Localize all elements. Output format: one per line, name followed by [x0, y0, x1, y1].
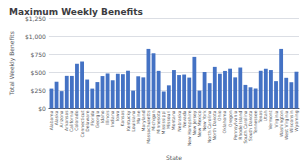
svg-text:Massachusetts: Massachusetts: [145, 110, 151, 144]
svg-text:California: California: [69, 110, 75, 132]
svg-text:Arkansas: Arkansas: [64, 110, 70, 131]
svg-text:Nebraska: Nebraska: [176, 110, 182, 132]
svg-text:South Carolina: South Carolina: [242, 110, 248, 144]
svg-text:Georgia: Georgia: [94, 110, 100, 129]
svg-text:Virginia: Virginia: [273, 110, 279, 128]
svg-text:$0: $0: [38, 105, 46, 112]
svg-text:Rhode Island: Rhode Island: [237, 110, 243, 140]
svg-text:Maine: Maine: [135, 110, 141, 124]
svg-text:$1,250: $1,250: [24, 14, 46, 22]
svg-text:North Carolina: North Carolina: [207, 110, 213, 143]
svg-text:Illinois: Illinois: [105, 110, 111, 125]
svg-text:Total Weekly Benefits: Total Weekly Benefits: [8, 31, 16, 96]
svg-text:Ohio: Ohio: [217, 110, 223, 121]
svg-text:Wisconsin: Wisconsin: [288, 110, 294, 133]
svg-text:Pennsylvania: Pennsylvania: [232, 110, 238, 141]
svg-text:New Hampshire: New Hampshire: [186, 110, 192, 147]
svg-text:Indiana: Indiana: [110, 110, 116, 128]
svg-text:Idaho: Idaho: [100, 110, 105, 124]
svg-text:North Dakota: North Dakota: [212, 110, 218, 141]
svg-text:Maryland: Maryland: [140, 110, 146, 132]
svg-text:South Dakota: South Dakota: [248, 110, 253, 141]
svg-text:$500: $500: [31, 69, 46, 76]
svg-text:Utah: Utah: [263, 110, 269, 122]
svg-text:Tennessee: Tennessee: [253, 110, 259, 134]
svg-text:Vermont: Vermont: [268, 110, 274, 130]
svg-text:Arizona: Arizona: [59, 110, 65, 128]
svg-text:New York: New York: [202, 110, 208, 132]
svg-text:State: State: [166, 154, 182, 161]
svg-text:Alaska: Alaska: [54, 110, 60, 126]
svg-text:Alabama: Alabama: [48, 110, 54, 131]
svg-text:Iowa: Iowa: [115, 110, 121, 121]
svg-text:Florida: Florida: [89, 110, 95, 126]
svg-text:Colorado: Colorado: [74, 110, 80, 131]
svg-text:Nevada: Nevada: [181, 110, 187, 128]
svg-text:Maximum Weekly Benefits: Maximum Weekly Benefits: [9, 7, 143, 17]
svg-text:Kansas: Kansas: [120, 110, 126, 127]
svg-text:Minnesota: Minnesota: [156, 110, 162, 134]
svg-text:Wyoming: Wyoming: [294, 110, 299, 131]
svg-text:Montana: Montana: [171, 110, 177, 131]
svg-text:Mississippi: Mississippi: [161, 110, 167, 135]
svg-text:New Jersey: New Jersey: [191, 110, 197, 136]
svg-text:Washington: Washington: [278, 110, 284, 137]
svg-text:Louisiana: Louisiana: [130, 110, 136, 132]
svg-text:Missouri: Missouri: [166, 110, 172, 129]
svg-text:Oregon: Oregon: [227, 110, 233, 127]
svg-text:Connecticut: Connecticut: [79, 110, 85, 138]
svg-text:New Mexico: New Mexico: [197, 110, 202, 138]
svg-text:$1,000: $1,000: [25, 33, 46, 40]
svg-text:Delaware: Delaware: [84, 110, 90, 132]
svg-text:Texas: Texas: [258, 110, 264, 123]
svg-text:Oklahoma: Oklahoma: [222, 110, 228, 134]
svg-text:Michigan: Michigan: [151, 110, 156, 131]
svg-text:West Virginia: West Virginia: [283, 110, 289, 140]
svg-text:$250: $250: [31, 87, 46, 94]
svg-text:$750: $750: [31, 51, 46, 58]
svg-text:Kentucky: Kentucky: [125, 110, 131, 132]
